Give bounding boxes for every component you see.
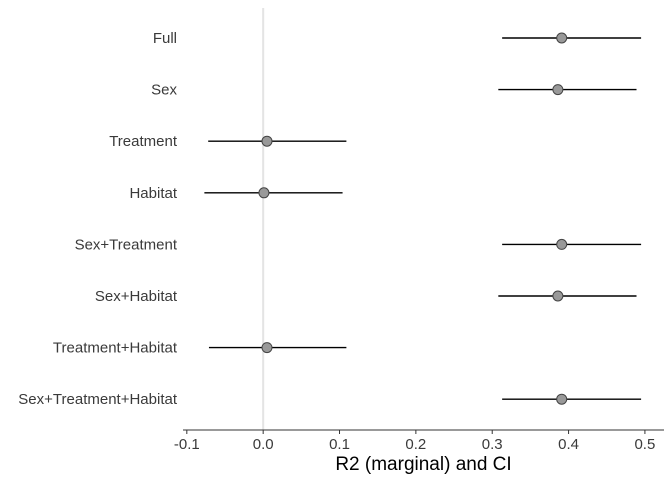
x-tick-label: 0.5 [634, 436, 655, 453]
row-label: Sex [151, 82, 177, 99]
forest-row: Full [153, 30, 642, 47]
row-label: Full [153, 30, 177, 47]
row-label: Sex+Habitat [95, 288, 178, 305]
point-estimate [258, 187, 270, 199]
x-tick-label: 0.2 [405, 436, 426, 453]
x-tick-label: -0.1 [174, 436, 200, 453]
point-estimate [556, 238, 568, 250]
x-tick-label: 0.3 [482, 436, 503, 453]
x-tick-label: 0.1 [329, 436, 350, 453]
x-tick-label: 0.4 [558, 436, 579, 453]
point-estimate [556, 32, 568, 44]
forest-row: Habitat [129, 185, 343, 202]
forest-row: Sex+Habitat [95, 288, 637, 305]
rows-layer: Full Sex Treatment Habitat Sex+Treatment Sex+… [18, 30, 642, 408]
row-label: Treatment [109, 133, 178, 150]
row-label: Sex+Treatment [75, 236, 178, 253]
point-estimate [261, 342, 273, 354]
row-label: Treatment+Habitat [53, 340, 178, 357]
point-estimate [556, 393, 568, 405]
x-ticks: -0.1 0.0 0.1 0.2 0.3 0.4 0.5 [174, 430, 655, 453]
x-tick-label: 0.0 [253, 436, 274, 453]
forest-row: Treatment [109, 133, 347, 150]
forest-row: Treatment+Habitat [53, 340, 347, 357]
point-estimate [261, 135, 273, 147]
forest-row: Sex+Treatment+Habitat [18, 391, 642, 408]
forest-row: Sex [151, 82, 637, 99]
point-estimate [552, 84, 564, 96]
point-estimate [552, 290, 564, 302]
row-label: Habitat [129, 185, 177, 202]
x-axis-title: R2 (marginal) and CI [335, 454, 511, 475]
row-label: Sex+Treatment+Habitat [18, 391, 178, 408]
forest-row: Sex+Treatment [75, 236, 642, 253]
